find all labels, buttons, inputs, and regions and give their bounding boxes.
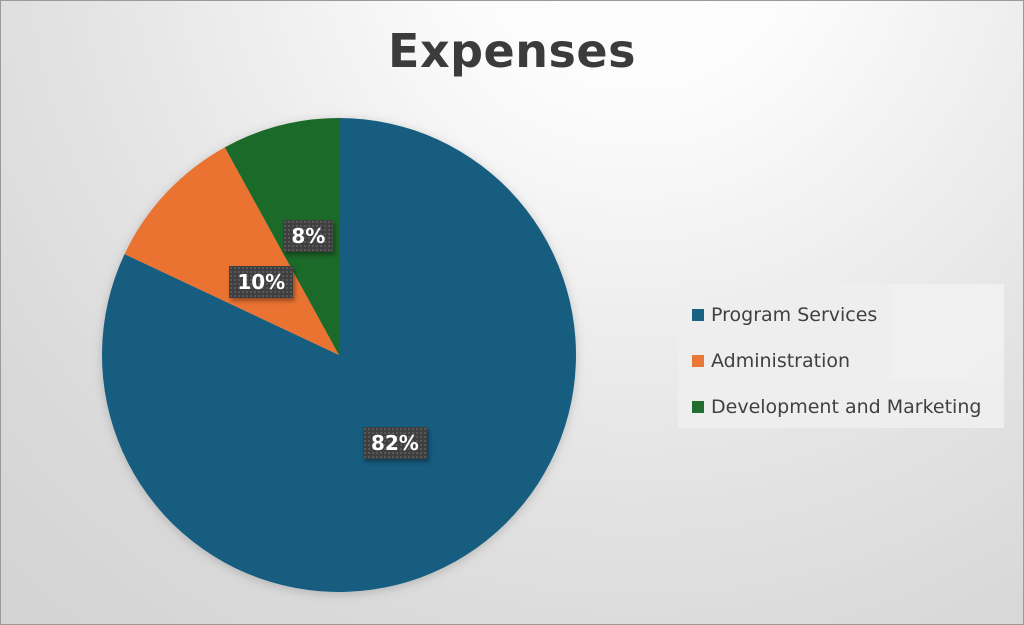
data-label-development-and-marketing: 8% <box>283 219 334 252</box>
legend-swatch-administration <box>692 355 704 367</box>
legend-swatch-development-and-marketing <box>692 401 704 413</box>
pie-slice-development-and-marketing <box>224 117 339 355</box>
data-label-administration: 10% <box>229 265 294 298</box>
legend: Program Services Administration Developm… <box>678 284 1004 428</box>
legend-label-program-services: Program Services <box>711 304 878 326</box>
legend-item-administration: Administration <box>692 338 1004 384</box>
chart-title: Expenses <box>388 24 636 78</box>
legend-swatch-program-services <box>692 309 704 321</box>
legend-label-development-and-marketing: Development and Marketing <box>711 396 982 418</box>
pie-slice-administration <box>124 147 339 355</box>
legend-label-administration: Administration <box>711 350 851 372</box>
legend-item-program-services: Program Services <box>692 292 1004 338</box>
data-label-program-services: 82% <box>362 427 427 460</box>
legend-item-development-and-marketing: Development and Marketing <box>692 384 1004 430</box>
